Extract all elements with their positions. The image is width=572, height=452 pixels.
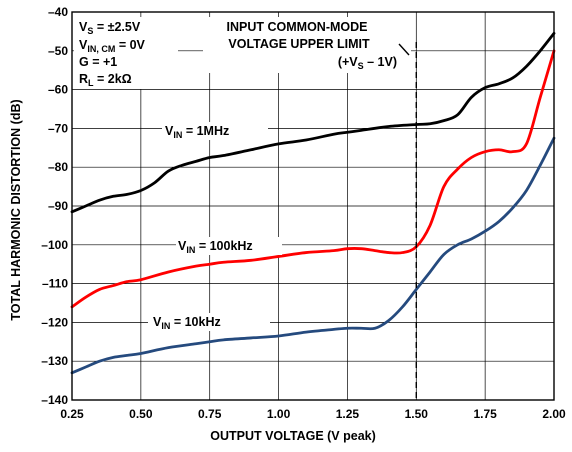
y-axis-label: TOTAL HARMONIC DISTORTION (dB)	[9, 99, 23, 320]
plot-frame	[71, 11, 555, 401]
x-tick-label: 1.25	[336, 407, 360, 421]
x-tick-label: 0.50	[129, 407, 153, 421]
y-tick-label: –80	[48, 160, 68, 174]
y-tick-label: –60	[48, 83, 68, 97]
limit-annotation-arrow	[398, 43, 410, 56]
series-label-10khz-background	[148, 313, 270, 331]
x-tick-label: 1.00	[267, 407, 291, 421]
series-label-100khz: VIN = 100kHz	[176, 237, 282, 255]
series-label-100khz-background	[176, 237, 282, 255]
y-tick-label: –70	[48, 121, 68, 135]
x-tick-label: 1.50	[405, 407, 429, 421]
limit-annotation-line2: VOLTAGE UPPER LIMIT	[228, 37, 370, 51]
limit-annotation: INPUT COMMON-MODE VOLTAGE UPPER LIMIT (+…	[203, 17, 411, 73]
condition-rl: RL = 2kΩ	[79, 72, 132, 88]
x-tick-label: 0.25	[60, 407, 84, 421]
y-tick-label: –40	[48, 5, 68, 19]
series-line-10khz	[70, 136, 556, 375]
series-label-10khz: VIN = 10kHz	[148, 313, 270, 331]
y-tick-label: –130	[41, 354, 68, 368]
condition-vs: VS = ±2.5V	[79, 20, 141, 36]
series-label-10khz-text: VIN = 10kHz	[153, 315, 221, 331]
y-tick-label: –110	[42, 277, 68, 291]
series-label-1mhz-text: VIN = 1MHz	[165, 124, 229, 140]
x-tick-label: 0.75	[198, 407, 222, 421]
conditions-background	[74, 17, 178, 89]
condition-gain: G = +1	[79, 55, 117, 69]
series-label-100khz-text: VIN = 100kHz	[178, 239, 253, 255]
test-conditions: VS = ±2.5V VIN, CM = 0V G = +1 RL = 2kΩ	[74, 17, 178, 89]
y-tick-label: –90	[48, 199, 68, 213]
condition-vin-cm: VIN, CM = 0V	[79, 38, 146, 54]
x-axis-label: OUTPUT VOLTAGE (V peak)	[210, 429, 376, 443]
series-label-1mhz: VIN = 1MHz	[162, 122, 268, 140]
y-tick-label: –120	[41, 315, 68, 329]
y-tick-label: –100	[41, 238, 68, 252]
y-tick-label: –50	[48, 44, 68, 58]
series-line-1mhz	[70, 31, 556, 214]
x-tick-labels: 0.25 0.50 0.75 1.00 1.25 1.50 1.75 2.00	[60, 407, 566, 421]
series-line-100khz	[70, 49, 556, 309]
limit-annotation-line1: INPUT COMMON-MODE	[227, 20, 368, 34]
y-tick-label: –140	[41, 393, 68, 407]
curves	[70, 31, 556, 375]
limit-annotation-background	[203, 17, 411, 73]
x-tick-label: 2.00	[542, 407, 566, 421]
x-tick-label: 1.75	[473, 407, 497, 421]
limit-annotation-line3: (+VS – 1V)	[338, 55, 397, 71]
series-label-1mhz-background	[162, 122, 268, 140]
y-tick-labels: –40 –50 –60 –70 –80 –90 –100 –110 –120 –130 –140	[41, 5, 68, 407]
